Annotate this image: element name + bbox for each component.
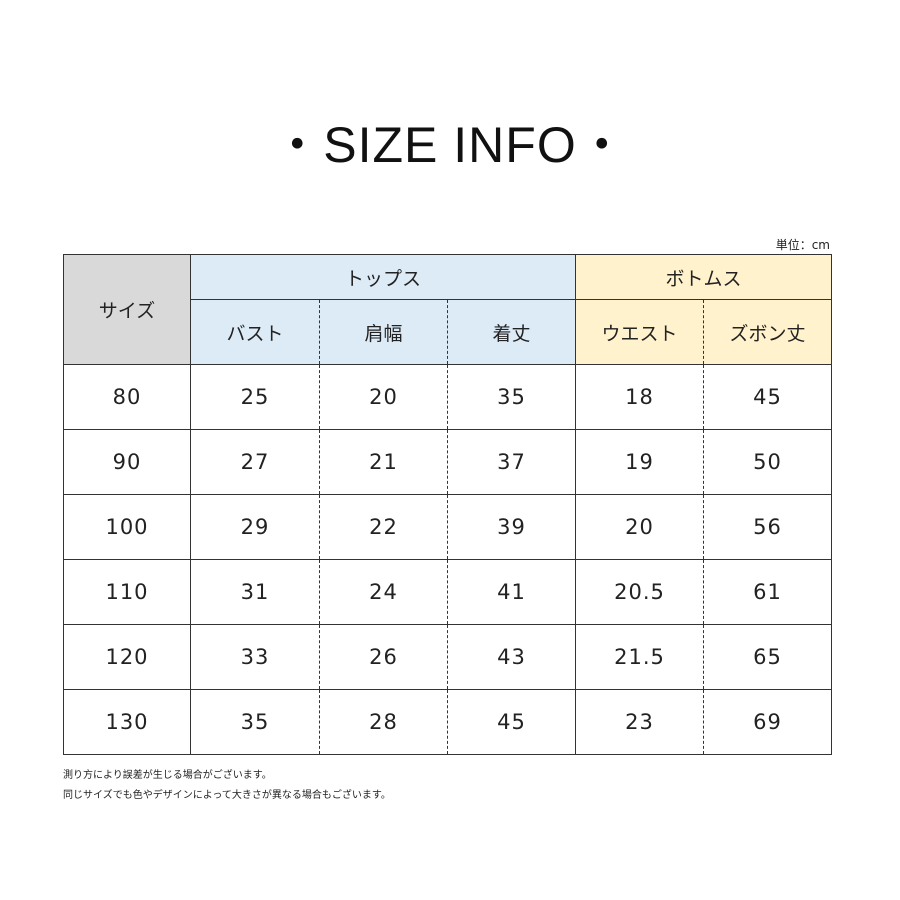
value-cell: 41 <box>447 559 576 625</box>
table-row: 80 25 20 35 18 45 <box>63 364 833 430</box>
header-shoulder: 肩幅 <box>319 299 448 365</box>
size-table: サイズ トップス ボトムス バスト 肩幅 着丈 ウエスト ズボン丈 80 25 20… <box>63 254 833 755</box>
page-title: ・SIZE INFO・ <box>272 117 628 173</box>
value-cell: 69 <box>702 689 833 755</box>
value-cell: 65 <box>702 624 833 690</box>
value-cell: 35 <box>447 364 576 430</box>
value-cell: 23 <box>575 689 704 755</box>
value-cell: 35 <box>190 689 320 755</box>
value-cell: 33 <box>190 624 320 690</box>
table-row: 120 33 26 43 21.5 65 <box>63 624 833 690</box>
value-cell: 21.5 <box>575 624 704 690</box>
value-cell: 43 <box>447 624 576 690</box>
header-length: 着丈 <box>447 299 576 365</box>
unit-label: 単位：cm <box>775 238 830 252</box>
value-cell: 18 <box>575 364 704 430</box>
value-cell: 28 <box>319 689 448 755</box>
value-cell: 26 <box>319 624 448 690</box>
size-cell: 120 <box>63 624 191 690</box>
value-cell: 50 <box>702 429 833 495</box>
size-cell: 130 <box>63 689 191 755</box>
value-cell: 31 <box>190 559 320 625</box>
table-row: 90 27 21 37 19 50 <box>63 429 833 495</box>
header-size: サイズ <box>63 254 191 365</box>
value-cell: 56 <box>702 494 833 560</box>
header-tops: トップス <box>190 254 576 300</box>
size-cell: 100 <box>63 494 191 560</box>
value-cell: 25 <box>190 364 320 430</box>
size-cell: 80 <box>63 364 191 430</box>
value-cell: 20 <box>319 364 448 430</box>
value-cell: 22 <box>319 494 448 560</box>
table-row: 110 31 24 41 20.5 61 <box>63 559 833 625</box>
size-cell: 110 <box>63 559 191 625</box>
notes: 測り方により誤差が生じる場合がございます。 同じサイズでも色やデザインによって大… <box>63 766 391 806</box>
header-bust: バスト <box>190 299 320 365</box>
value-cell: 29 <box>190 494 320 560</box>
value-cell: 20.5 <box>575 559 704 625</box>
value-cell: 20 <box>575 494 704 560</box>
note: 測り方により誤差が生じる場合がございます。 <box>63 770 272 781</box>
value-cell: 37 <box>447 429 576 495</box>
table-row: 130 35 28 45 23 69 <box>63 689 833 755</box>
header-bottoms: ボトムス <box>574 254 833 300</box>
value-cell: 39 <box>447 494 576 560</box>
table-row: 100 29 22 39 20 56 <box>63 494 833 560</box>
size-cell: 90 <box>63 429 191 495</box>
note: 同じサイズでも色やデザインによって大きさが異なる場合もございます。 <box>63 790 391 801</box>
header-pants-length: ズボン丈 <box>702 299 833 365</box>
header-waist: ウエスト <box>575 299 704 365</box>
value-cell: 24 <box>319 559 448 625</box>
value-cell: 45 <box>702 364 833 430</box>
value-cell: 21 <box>319 429 448 495</box>
value-cell: 61 <box>702 559 833 625</box>
value-cell: 27 <box>190 429 320 495</box>
value-cell: 19 <box>575 429 704 495</box>
value-cell: 45 <box>447 689 576 755</box>
